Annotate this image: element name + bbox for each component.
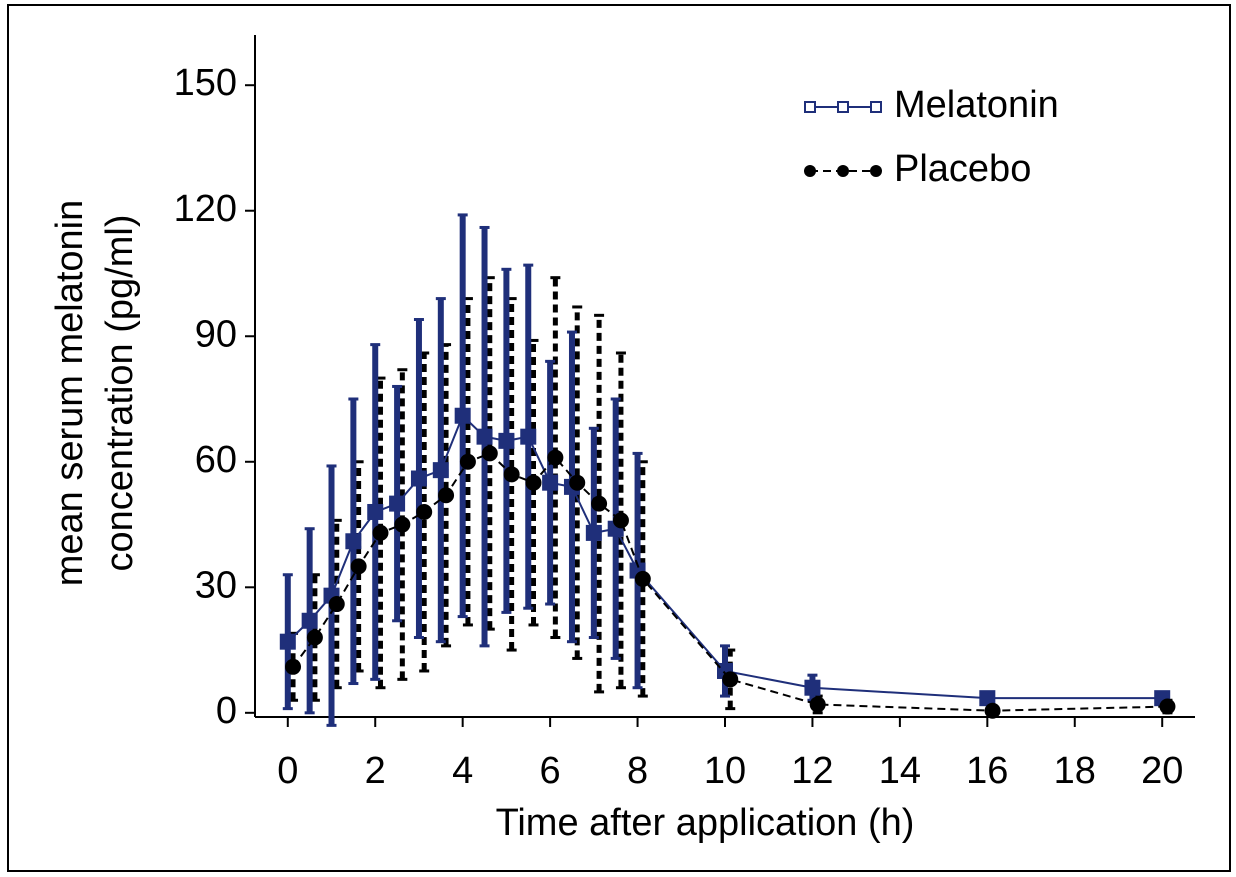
- legend-marker: [837, 101, 849, 113]
- y-axis-label: concentration (pg/ml): [99, 215, 141, 572]
- marker: [389, 495, 406, 512]
- x-tick-label: 20: [1141, 750, 1183, 792]
- x-tick-label: 2: [365, 750, 386, 792]
- legend-label: Placebo: [894, 148, 1031, 190]
- marker: [591, 495, 608, 512]
- x-tick-label: 6: [540, 750, 561, 792]
- marker: [809, 696, 826, 713]
- marker: [722, 671, 739, 688]
- marker: [569, 474, 586, 491]
- marker: [612, 512, 629, 529]
- y-tick-label: 60: [195, 439, 237, 481]
- y-axis-label: mean serum melatonin: [49, 200, 91, 587]
- y-tick-label: 90: [195, 313, 237, 355]
- marker: [372, 524, 389, 541]
- x-tick-label: 0: [277, 750, 298, 792]
- x-tick-label: 10: [704, 750, 746, 792]
- legend-marker: [804, 165, 816, 177]
- legend-marker: [837, 165, 849, 177]
- marker: [410, 470, 427, 487]
- marker: [585, 524, 602, 541]
- legend-marker: [870, 165, 882, 177]
- y-tick-label: 120: [174, 188, 237, 230]
- marker: [498, 432, 515, 449]
- x-tick-label: 8: [627, 750, 648, 792]
- marker: [481, 445, 498, 462]
- marker: [459, 453, 476, 470]
- y-tick-label: 150: [174, 62, 237, 104]
- y-tick-label: 0: [216, 690, 237, 732]
- x-axis-label: Time after application (h): [496, 802, 915, 844]
- marker: [306, 629, 323, 646]
- marker: [285, 658, 302, 675]
- marker: [350, 558, 367, 575]
- marker: [328, 596, 345, 613]
- x-tick-label: 4: [452, 750, 473, 792]
- marker: [367, 503, 384, 520]
- frame: [7, 4, 1231, 872]
- marker: [804, 679, 821, 696]
- legend-label: Melatonin: [894, 84, 1059, 126]
- marker: [301, 612, 318, 629]
- legend-marker: [804, 101, 816, 113]
- x-tick-label: 14: [879, 750, 921, 792]
- marker: [438, 487, 455, 504]
- marker: [542, 474, 559, 491]
- marker: [520, 428, 537, 445]
- marker: [432, 462, 449, 479]
- x-tick-label: 16: [966, 750, 1008, 792]
- marker: [279, 633, 296, 650]
- marker: [503, 466, 520, 483]
- legend-marker: [870, 101, 882, 113]
- marker: [979, 690, 996, 707]
- x-tick-label: 18: [1054, 750, 1096, 792]
- marker: [984, 702, 1001, 719]
- marker: [634, 570, 651, 587]
- marker: [1159, 698, 1176, 715]
- marker: [476, 428, 493, 445]
- marker: [547, 449, 564, 466]
- marker: [394, 516, 411, 533]
- marker: [454, 407, 471, 424]
- marker: [416, 503, 433, 520]
- marker: [345, 533, 362, 550]
- y-tick-label: 30: [195, 564, 237, 606]
- marker: [525, 474, 542, 491]
- x-tick-label: 12: [791, 750, 833, 792]
